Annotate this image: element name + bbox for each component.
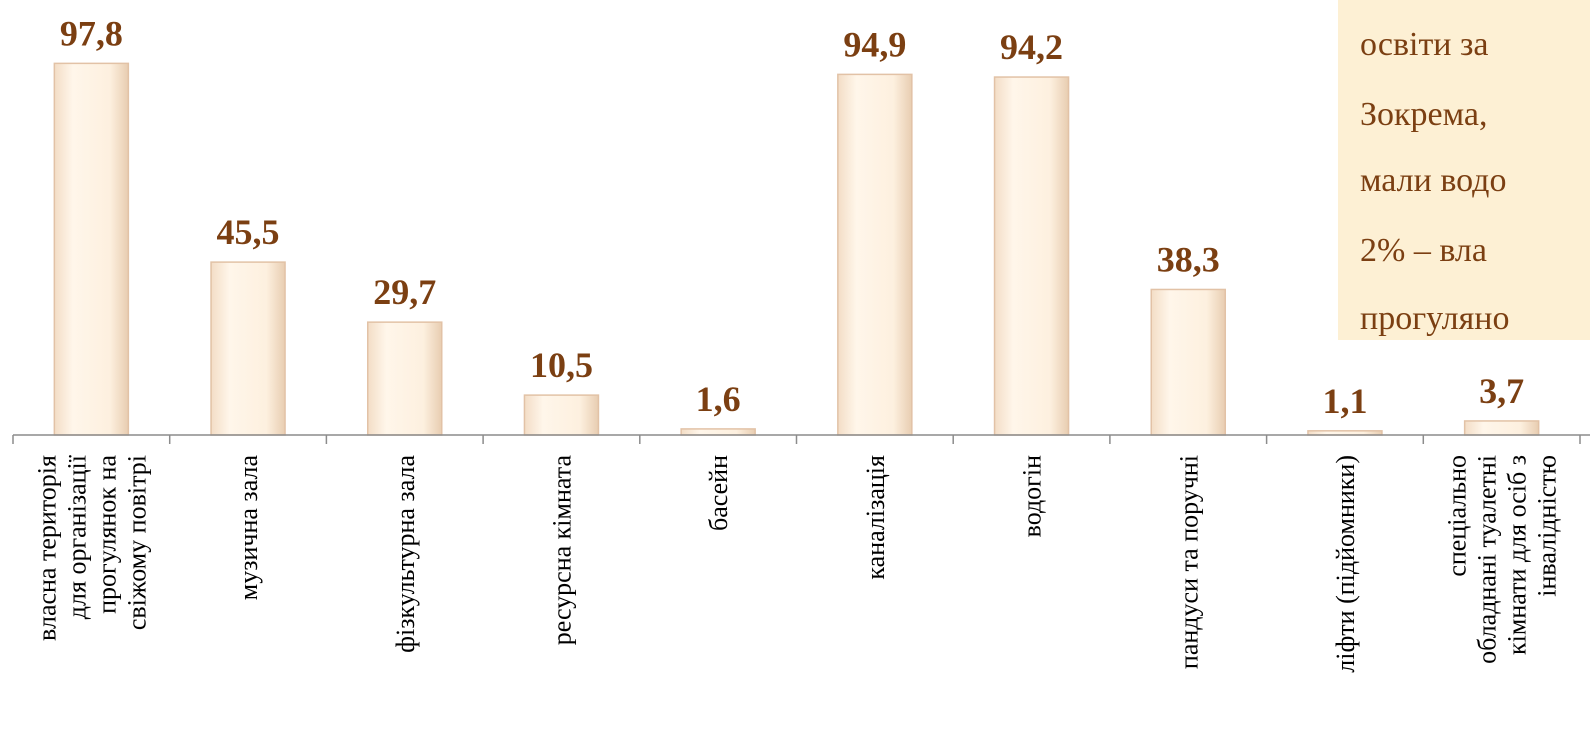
bar [523,394,600,436]
x-tick-label: пандуси та поручні [1174,455,1203,669]
callout-text-line: 2% – вла [1360,232,1487,269]
data-label: 29,7 [373,272,436,312]
callout-text-line: мали водо [1360,162,1507,199]
x-tick-label: власна територіядля організаціїпрогуляно… [32,454,151,641]
data-label: 1,1 [1322,381,1367,421]
x-tick-label: ресурсна кімната [547,455,576,646]
bar [210,261,286,436]
bar [53,62,130,436]
data-label: 97,8 [60,13,123,53]
callout-text-line: прогулянo [1360,300,1510,337]
x-tick-label: музична зала [234,455,263,601]
x-tick-label: водогін [1018,455,1047,537]
data-label: 1,6 [696,379,741,419]
data-label: 45,5 [217,212,280,252]
callout-box: освіти за Зокрема, мали водо 2% – вла прогул… [1338,0,1590,340]
data-label: 3,7 [1479,371,1524,411]
callout-text-line: освіти за [1360,26,1489,63]
data-label: 38,3 [1157,239,1220,279]
x-tick-label: каналізація [861,455,890,580]
x-tick-label: басейн [704,455,733,531]
data-label: 94,9 [843,24,906,64]
bar [837,73,913,436]
data-label: 94,2 [1000,27,1063,67]
bar [680,428,756,436]
data-label: 10,5 [530,345,593,385]
x-tick-label: фізкультурна зала [391,455,420,653]
bar [1463,420,1540,436]
bar [1150,288,1226,436]
bar [993,76,1070,436]
bar [367,321,443,436]
x-tick-label: ліфти (підйомники) [1331,455,1360,673]
callout-text-line: Зокрема, [1360,96,1488,133]
x-tick-label: спеціальнообладнані туалетнікімнати для … [1443,455,1562,664]
